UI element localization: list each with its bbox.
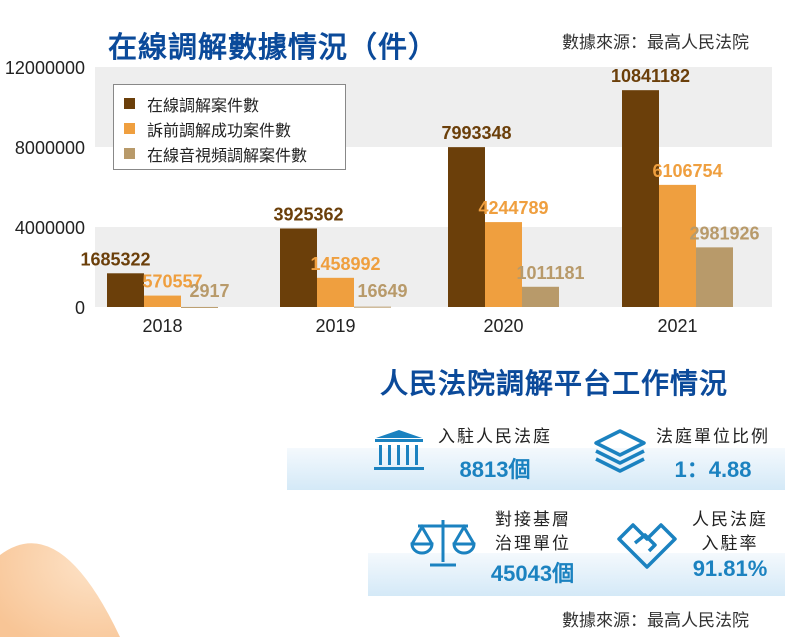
legend-item: 訴前調解成功案件數 xyxy=(124,116,345,141)
legend-swatch xyxy=(124,123,135,134)
data-label: 6106754 xyxy=(652,161,722,181)
data-label: 1458992 xyxy=(310,254,380,274)
bar-2018-2 xyxy=(144,295,181,307)
legend-label: 在線音視頻調解案件數 xyxy=(147,147,308,165)
legend-item: 在線音視頻調解案件數 xyxy=(124,141,345,166)
x-tick-label: 2018 xyxy=(142,316,182,336)
panel-title: 人民法院調解平台工作情況 xyxy=(380,368,729,399)
card-label-ratio: 法庭單位比例 xyxy=(656,427,770,446)
card-label-rate: 人民法庭 入駐率 xyxy=(675,508,785,556)
bar-2019-2 xyxy=(317,277,354,307)
source-bottom: 數據來源：最高人民法院 xyxy=(562,611,749,630)
bar-2019-1 xyxy=(280,228,317,307)
card-value-ratio: 1：4.88 xyxy=(674,457,752,482)
card-band-1 xyxy=(287,448,785,490)
legend-swatch xyxy=(124,148,135,159)
x-tick-label: 2020 xyxy=(483,316,523,336)
source-top: 數據來源：最高人民法院 xyxy=(562,33,749,52)
bar-2020-1 xyxy=(448,147,485,307)
card-band-2 xyxy=(368,553,785,596)
x-tick-label: 2019 xyxy=(315,316,355,336)
label-line: 治理單位 xyxy=(495,534,571,553)
scales-icon xyxy=(410,520,476,567)
x-tick-label: 2021 xyxy=(657,316,697,336)
chart-title: 在線調解數據情況（件） xyxy=(108,32,439,64)
y-tick-label: 0 xyxy=(75,298,85,318)
courthouse-icon xyxy=(374,430,424,470)
bar-2019-3 xyxy=(354,306,391,308)
card-label-courts: 入駐人民法庭 xyxy=(438,427,552,446)
card-value-units: 45043個 xyxy=(490,561,575,586)
bar-2020-3 xyxy=(522,286,559,307)
card-value-courts: 8813個 xyxy=(459,457,531,482)
label-line: 對接基層 xyxy=(495,510,571,529)
bar-2018-3 xyxy=(181,306,218,308)
card-label-units: 對接基層 治理單位 xyxy=(478,508,588,556)
data-label: 2917 xyxy=(189,281,229,301)
legend-swatch xyxy=(124,98,135,109)
data-label: 2981926 xyxy=(689,223,759,243)
y-tick-label: 12000000 xyxy=(5,58,85,78)
bar-2021-3 xyxy=(696,247,733,307)
label-line: 人民法庭 xyxy=(692,510,768,529)
legend-label: 訴前調解成功案件數 xyxy=(147,122,292,140)
data-label: 3925362 xyxy=(273,204,343,224)
bar-2020-2 xyxy=(485,222,522,307)
data-label: 1685322 xyxy=(80,249,150,269)
y-tick-label: 8000000 xyxy=(15,138,85,158)
decorative-circle xyxy=(0,543,120,637)
legend: 在線調解案件數 訴前調解成功案件數 在線音視頻調解案件數 xyxy=(113,84,346,170)
handshake-icon xyxy=(617,523,677,569)
label-line: 入駐率 xyxy=(701,534,759,553)
bar-2018-1 xyxy=(107,273,144,307)
legend-label: 在線調解案件數 xyxy=(147,97,260,115)
bar-chart: 0 4000000 8000000 12000000 1685322 5705572917… xyxy=(5,58,772,336)
y-tick-label: 4000000 xyxy=(15,218,85,238)
data-label: 16649 xyxy=(357,281,407,301)
data-label: 570557 xyxy=(142,272,202,292)
legend-item: 在線調解案件數 xyxy=(124,91,345,116)
data-label: 1011181 xyxy=(516,263,584,283)
data-label: 10841182 xyxy=(611,66,690,86)
data-label: 4244789 xyxy=(478,198,548,218)
bar-2021-1 xyxy=(622,90,659,307)
card-value-rate: 91.81% xyxy=(692,556,768,581)
layers-icon xyxy=(594,429,646,473)
bar-2021-2 xyxy=(659,184,696,307)
data-label: 7993348 xyxy=(441,123,511,143)
